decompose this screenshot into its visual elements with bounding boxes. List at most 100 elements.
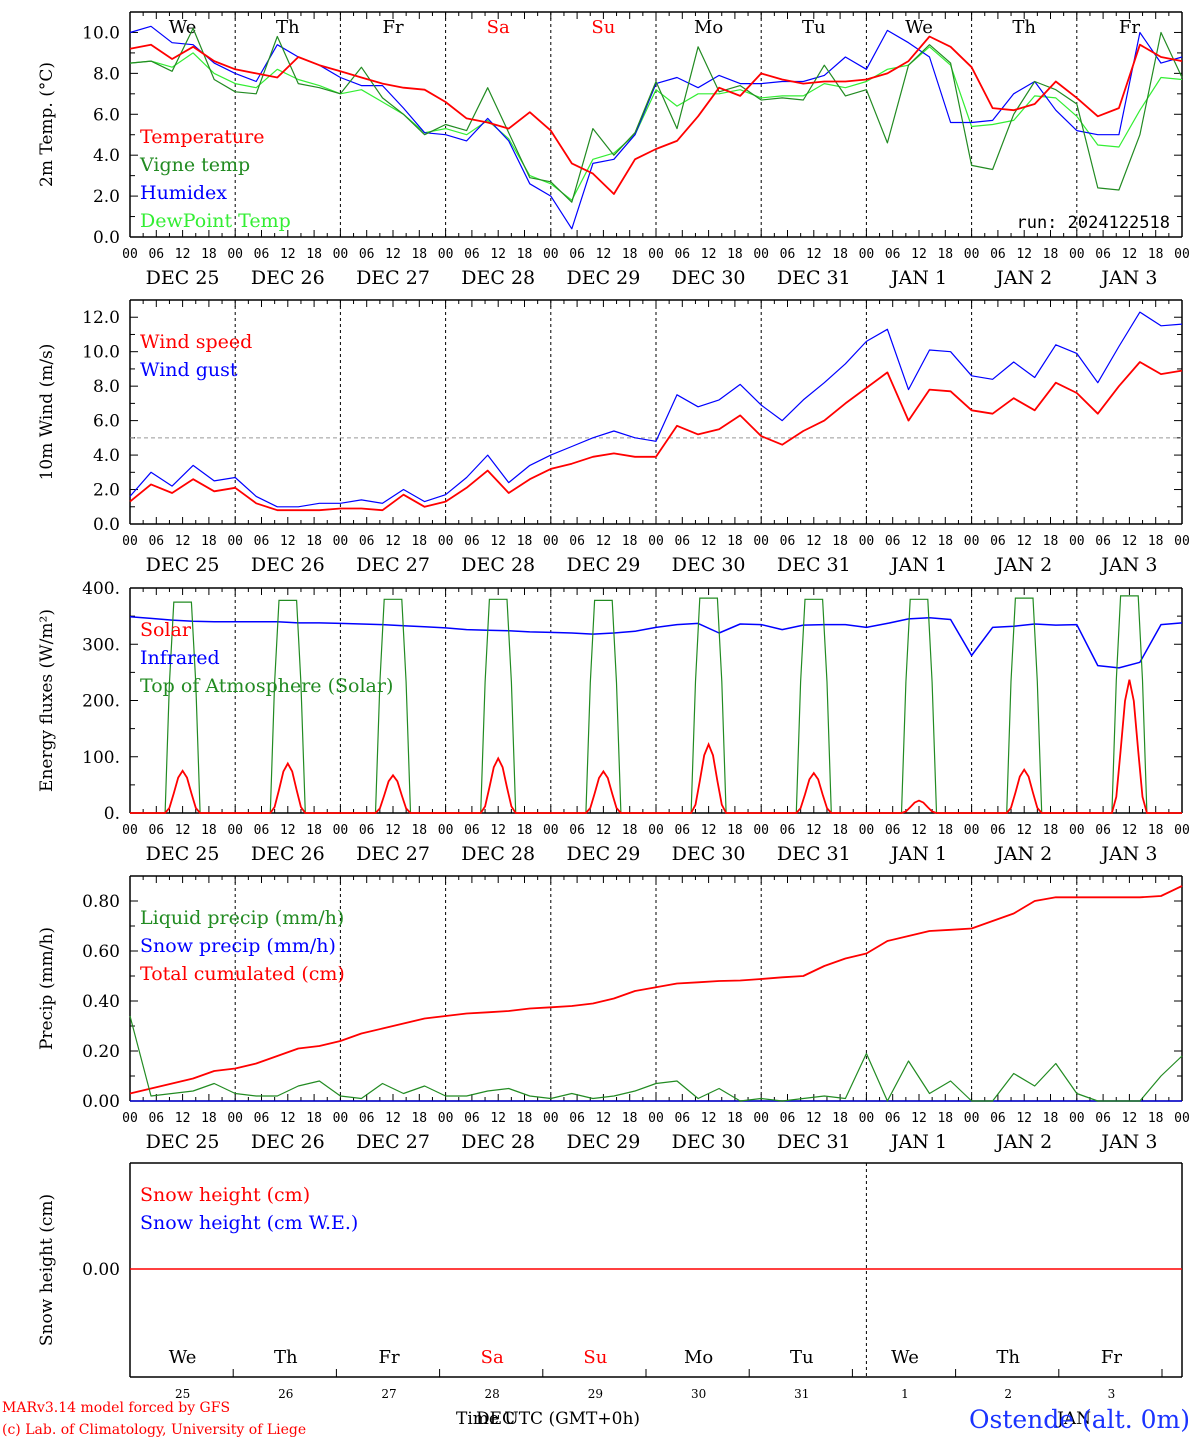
y-tick-label: 10.0 xyxy=(82,23,120,43)
y-tick-label: 400. xyxy=(82,579,120,599)
x-tick-label: 12 xyxy=(911,534,927,549)
y-tick-label: 2.0 xyxy=(93,187,120,207)
x-tick-label: 18 xyxy=(517,247,533,262)
legend-entry: Total cumulated (cm) xyxy=(140,963,345,985)
day-number-label: 29 xyxy=(588,1387,603,1401)
x-tick-label: 06 xyxy=(464,247,480,262)
day-number-label: 3 xyxy=(1108,1387,1116,1401)
x-tick-label: 00 xyxy=(859,823,875,838)
weekday-label: We xyxy=(169,1347,197,1368)
weekday-label: Th xyxy=(276,17,300,38)
y-tick-label: 300. xyxy=(82,635,120,655)
legend-entry: Temperature xyxy=(140,126,264,148)
x-tick-label: 18 xyxy=(1043,247,1059,262)
x-tick-label: 12 xyxy=(701,823,717,838)
y-axis-label: Snow height (cm) xyxy=(37,1194,57,1346)
x-tick-label: 18 xyxy=(832,247,848,262)
x-tick-label: 12 xyxy=(701,534,717,549)
y-tick-label: 0.00 xyxy=(82,1260,120,1280)
x-tick-label: 18 xyxy=(937,823,953,838)
day-number-label: 25 xyxy=(175,1387,190,1401)
day-label: DEC 26 xyxy=(251,1131,325,1153)
x-tick-label: 12 xyxy=(385,247,401,262)
x-tick-label: 06 xyxy=(990,823,1006,838)
day-label: JAN 1 xyxy=(889,267,947,289)
x-tick-label: 00 xyxy=(1069,1111,1085,1126)
x-tick-label: 06 xyxy=(990,1111,1006,1126)
x-tick-label: 06 xyxy=(148,1111,164,1126)
x-tick-label: 12 xyxy=(911,823,927,838)
x-tick-label: 00 xyxy=(227,1111,243,1126)
run-label: run: 2024122518 xyxy=(1016,213,1170,233)
x-tick-label: 18 xyxy=(411,1111,427,1126)
y-tick-label: 6.0 xyxy=(93,412,120,432)
x-tick-label: 12 xyxy=(596,534,612,549)
x-tick-label: 06 xyxy=(674,247,690,262)
panel-temperature: 00 06 12 18 00 06 12 18 00 06 12 18 00 06 12 18 00 06 12 18… xyxy=(37,11,1190,289)
x-tick-label: 18 xyxy=(727,1111,743,1126)
panel-snow: Snow height (cm) Snow height (cm W.E.) 0.0… xyxy=(37,1162,1183,1401)
x-tick-label: 06 xyxy=(1095,1111,1111,1126)
weekday-label: Sa xyxy=(481,1347,504,1368)
x-tick-label: 00 xyxy=(438,247,454,262)
x-tick-label: 06 xyxy=(254,534,270,549)
weekday-label: Fr xyxy=(1119,17,1140,38)
day-number-label: 28 xyxy=(485,1387,500,1401)
x-tick-label: 18 xyxy=(201,823,217,838)
x-tick-label: 18 xyxy=(832,1111,848,1126)
x-tick-label: 18 xyxy=(1043,534,1059,549)
x-tick-label: 06 xyxy=(148,534,164,549)
day-label: DEC 25 xyxy=(146,843,220,865)
x-tick-label: 12 xyxy=(1122,247,1138,262)
day-label: JAN 2 xyxy=(994,554,1052,576)
x-tick-label: 18 xyxy=(937,247,953,262)
x-tick-label: 18 xyxy=(201,1111,217,1126)
x-tick-label: 00 xyxy=(964,247,980,262)
x-tick-label: 06 xyxy=(464,534,480,549)
x-tick-label: 18 xyxy=(201,534,217,549)
day-number-label: 30 xyxy=(691,1387,706,1401)
day-number-label: 31 xyxy=(794,1387,809,1401)
x-tick-label: 00 xyxy=(648,534,664,549)
series-line-wind-speed xyxy=(129,361,1183,512)
day-label: DEC 27 xyxy=(356,554,430,576)
x-tick-label: 12 xyxy=(280,534,296,549)
day-label: JAN 3 xyxy=(1099,843,1157,865)
x-tick-label: 12 xyxy=(280,823,296,838)
x-tick-label: 18 xyxy=(622,247,638,262)
x-tick-label: 12 xyxy=(280,1111,296,1126)
x-tick-label: 12 xyxy=(490,534,506,549)
weekday-label: Mo xyxy=(694,17,723,38)
day-label: DEC 25 xyxy=(146,1131,220,1153)
legend-entry: Solar xyxy=(140,619,192,641)
x-tick-label: 12 xyxy=(911,247,927,262)
x-tick-label: 12 xyxy=(1016,247,1032,262)
x-tick-label: 12 xyxy=(175,534,191,549)
x-tick-label: 06 xyxy=(569,534,585,549)
x-tick-label: 18 xyxy=(411,247,427,262)
x-tick-label: 00 xyxy=(648,1111,664,1126)
day-label: DEC 31 xyxy=(777,843,851,865)
series-line-temperature xyxy=(129,35,1183,195)
x-tick-label: 06 xyxy=(254,247,270,262)
y-tick-label: 0.0 xyxy=(93,228,120,248)
y-tick-label: 0.40 xyxy=(82,992,120,1012)
legend-entry: DewPoint Temp xyxy=(140,210,291,232)
day-label: DEC 28 xyxy=(461,843,535,865)
x-tick-label: 00 xyxy=(543,1111,559,1126)
y-tick-label: 0.00 xyxy=(82,1092,120,1112)
panel-precip: 00 06 12 18 00 06 12 18 00 06 12 18 00 06 12 18 00 06 12 18… xyxy=(37,875,1190,1153)
x-tick-label: 12 xyxy=(701,247,717,262)
x-tick-label: 18 xyxy=(411,534,427,549)
legend-entry: Humidex xyxy=(140,182,227,204)
weekday-label: Th xyxy=(996,1347,1020,1368)
x-tick-label: 00 xyxy=(333,823,349,838)
x-tick-label: 06 xyxy=(148,823,164,838)
x-tick-label: 00 xyxy=(1069,534,1085,549)
day-label: DEC 27 xyxy=(356,1131,430,1153)
x-tick-label: 06 xyxy=(780,534,796,549)
x-tick-label: 12 xyxy=(806,823,822,838)
day-number-label: 27 xyxy=(381,1387,396,1401)
x-tick-label: 12 xyxy=(1016,1111,1032,1126)
